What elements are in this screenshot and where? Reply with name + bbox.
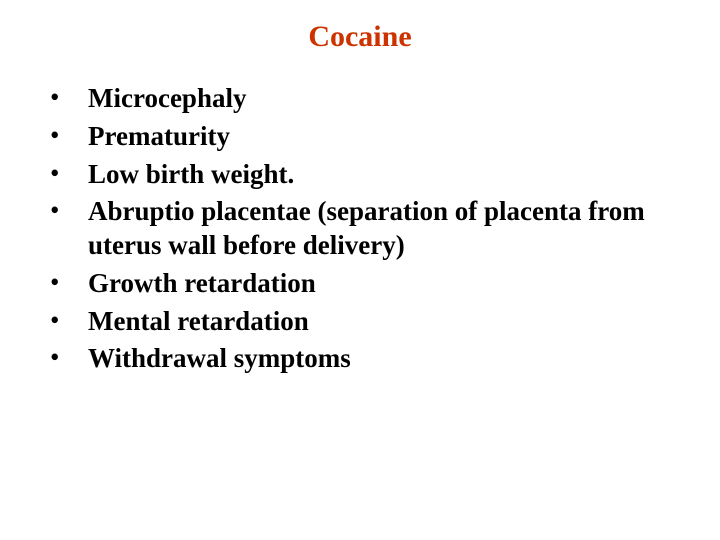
- bullet-icon: •: [50, 82, 88, 113]
- item-text: Microcephaly: [88, 82, 246, 116]
- list-item: • Withdrawal symptoms: [50, 342, 690, 376]
- item-text: Withdrawal symptoms: [88, 342, 351, 376]
- item-text: Abruptio placentae (separation of placen…: [88, 195, 690, 263]
- bullet-icon: •: [50, 120, 88, 151]
- item-text: Growth retardation: [88, 267, 316, 301]
- list-item: • Prematurity: [50, 120, 690, 154]
- bullet-icon: •: [50, 195, 88, 226]
- slide-container: Cocaine • Microcephaly • Prematurity • L…: [0, 0, 720, 540]
- bullet-list: • Microcephaly • Prematurity • Low birth…: [30, 82, 690, 376]
- bullet-icon: •: [50, 267, 88, 298]
- bullet-icon: •: [50, 305, 88, 336]
- bullet-icon: •: [50, 158, 88, 189]
- item-text: Prematurity: [88, 120, 230, 154]
- item-text: Mental retardation: [88, 305, 309, 339]
- item-text: Low birth weight.: [88, 158, 294, 192]
- list-item: • Low birth weight.: [50, 158, 690, 192]
- bullet-icon: •: [50, 342, 88, 373]
- list-item: • Microcephaly: [50, 82, 690, 116]
- list-item: • Mental retardation: [50, 305, 690, 339]
- list-item: • Abruptio placentae (separation of plac…: [50, 195, 690, 263]
- slide-title: Cocaine: [30, 20, 690, 54]
- list-item: • Growth retardation: [50, 267, 690, 301]
